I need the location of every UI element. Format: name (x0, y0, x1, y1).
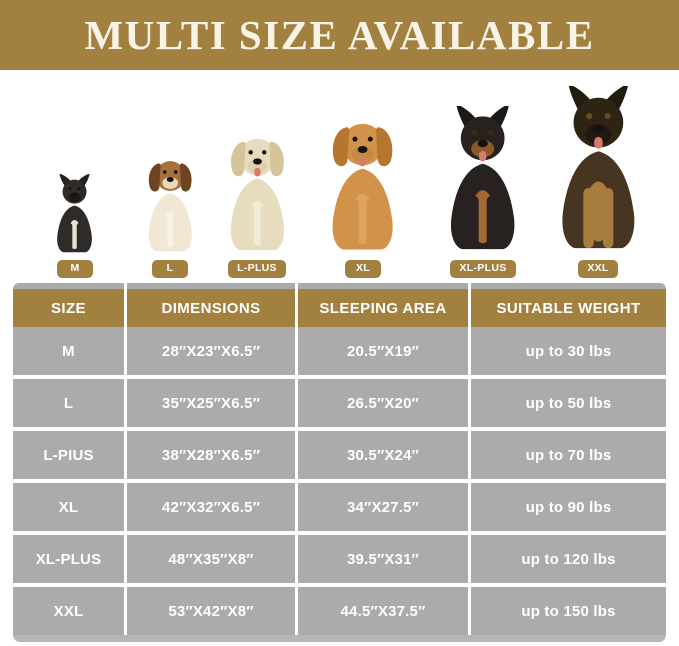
golden-retriever-illustration (332, 124, 394, 250)
cell-suitable-weight: up to 150 lbs (471, 587, 666, 635)
table-bottom-strip (13, 635, 666, 642)
size-badge-xl-plus: XL-PLUS (450, 260, 516, 278)
size-badge-m: M (57, 260, 93, 278)
cell-suitable-weight: up to 50 lbs (471, 379, 666, 427)
cell-dimensions: 28″X23″X6.5″ (127, 327, 295, 375)
cell-sleeping-area: 34″X27.5″ (298, 483, 468, 531)
german-shepherd-illustration (562, 86, 634, 249)
cell-sleeping-area: 20.5″X19″ (298, 327, 468, 375)
cell-dimensions: 53″X42″X8″ (127, 587, 295, 635)
cell-sleeping-area: 44.5″X37.5″ (298, 587, 468, 635)
dog-column-xl-plus: XL-PLUS (423, 106, 543, 278)
table-row-l: L 35″X25″X6.5″ 26.5″X20″ up to 50 lbs (13, 379, 666, 427)
header-cell-size: SIZE (13, 289, 124, 327)
size-badge-xxl: XXL (578, 260, 618, 278)
cell-sleeping-area: 26.5″X20″ (298, 379, 468, 427)
table-row-xxl: XXL 53″X42″X8″ 44.5″X37.5″ up to 150 lbs (13, 587, 666, 635)
table-header-row: SIZE DIMENSIONS SLEEPING AREA SUITABLE W… (13, 289, 666, 327)
cell-suitable-weight: up to 70 lbs (471, 431, 666, 479)
cell-sleeping-area: 30.5″X24″ (298, 431, 468, 479)
french-bulldog-illustration (57, 174, 93, 253)
doberman-illustration (451, 106, 515, 250)
banner: MULTI SIZE AVAILABLE (0, 0, 679, 70)
size-badge-l: L (152, 260, 188, 278)
cell-size: L-PIUS (13, 431, 124, 479)
cell-size: XL-PLUS (13, 535, 124, 583)
page-title: MULTI SIZE AVAILABLE (84, 12, 595, 58)
dog-column-m: M (15, 174, 135, 278)
dog-column-l: L (110, 154, 230, 278)
cell-dimensions: 38″X28″X6.5″ (127, 431, 295, 479)
cell-size: M (13, 327, 124, 375)
dog-lineup: M L (0, 70, 679, 283)
cell-dimensions: 48″X35″X8″ (127, 535, 295, 583)
cell-dimensions: 35″X25″X6.5″ (127, 379, 295, 427)
cell-sleeping-area: 39.5″X31″ (298, 535, 468, 583)
cream-retriever-illustration (230, 139, 284, 251)
table-top-strip (13, 283, 666, 289)
beagle-illustration (148, 161, 192, 252)
header-cell-dimensions: DIMENSIONS (127, 289, 295, 327)
table-row-xl-plus: XL-PLUS 48″X35″X8″ 39.5″X31″ up to 120 l… (13, 535, 666, 583)
cell-size: L (13, 379, 124, 427)
cell-suitable-weight: up to 120 lbs (471, 535, 666, 583)
table-row-xl: XL 42″X32″X6.5″ 34″X27.5″ up to 90 lbs (13, 483, 666, 531)
dog-column-l-plus: L-PLUS (197, 130, 317, 278)
dog-column-xl: XL (303, 114, 423, 278)
cell-suitable-weight: up to 30 lbs (471, 327, 666, 375)
cell-size: XL (13, 483, 124, 531)
size-table: SIZE DIMENSIONS SLEEPING AREA SUITABLE W… (13, 283, 666, 642)
table-row-m: M 28″X23″X6.5″ 20.5″X19″ up to 30 lbs (13, 327, 666, 375)
dog-column-xxl: XXL (538, 86, 658, 278)
table-row-l-plus: L-PIUS 38″X28″X6.5″ 30.5″X24″ up to 70 l… (13, 431, 666, 479)
header-cell-suitable-weight: SUITABLE WEIGHT (471, 289, 666, 327)
cell-size: XXL (13, 587, 124, 635)
size-badge-l-plus: L-PLUS (228, 260, 286, 278)
cell-dimensions: 42″X32″X6.5″ (127, 483, 295, 531)
header-cell-sleeping-area: SLEEPING AREA (298, 289, 468, 327)
size-badge-xl: XL (345, 260, 381, 278)
cell-suitable-weight: up to 90 lbs (471, 483, 666, 531)
